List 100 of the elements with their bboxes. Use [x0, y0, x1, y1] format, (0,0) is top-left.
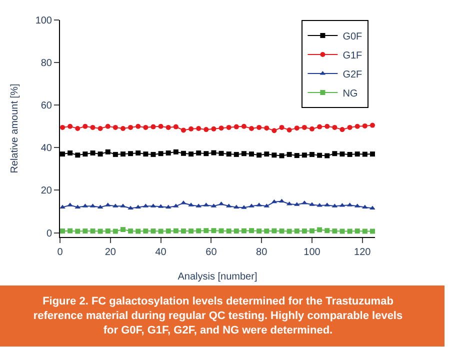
point: [302, 124, 307, 130]
point: [112, 124, 118, 130]
point: [180, 228, 186, 234]
point: [211, 150, 216, 156]
point: [90, 228, 96, 234]
point: [105, 149, 110, 154]
point: [226, 228, 232, 234]
point: [60, 124, 66, 130]
point: [211, 126, 216, 132]
point: [332, 228, 338, 234]
point: [294, 228, 300, 234]
point: [128, 206, 134, 210]
point: [226, 124, 232, 130]
legend-label: NG: [342, 88, 358, 100]
point: [196, 228, 202, 234]
y-axis-title: Relative amount [%]: [9, 84, 20, 174]
point: [249, 228, 254, 234]
point: [112, 228, 118, 234]
point: [112, 152, 118, 157]
point: [347, 228, 352, 234]
point: [60, 152, 66, 157]
point: [180, 150, 186, 156]
x-tick-label: 100: [304, 247, 321, 258]
point: [256, 152, 262, 158]
point: [196, 126, 202, 131]
point: [136, 150, 141, 156]
point: [302, 228, 307, 234]
point: [82, 152, 88, 157]
point: [279, 124, 284, 130]
point: [264, 152, 270, 157]
y-tick-label: 80: [40, 58, 52, 70]
legend-label: G0F: [342, 31, 362, 42]
point: [302, 152, 307, 158]
point: [286, 228, 292, 234]
point: [173, 149, 178, 154]
point: [98, 152, 103, 157]
point: [68, 150, 73, 156]
x-tick-label: 20: [104, 247, 116, 258]
point: [279, 153, 284, 158]
point: [340, 228, 345, 234]
point: [166, 228, 171, 234]
point: [75, 228, 80, 234]
x-tick-label: 40: [155, 247, 167, 258]
point: [204, 228, 209, 234]
point: [310, 126, 314, 132]
point: [150, 124, 156, 130]
point: [241, 151, 246, 156]
point: [340, 152, 345, 157]
point: [370, 122, 375, 128]
point: [310, 228, 314, 234]
point: [166, 124, 171, 130]
point: [204, 151, 209, 156]
point: [294, 126, 300, 131]
point: [82, 228, 88, 234]
point: [218, 126, 224, 131]
x-tick-label: 60: [206, 247, 218, 258]
y-tick-label: 20: [40, 186, 52, 197]
point: [249, 126, 254, 131]
point: [158, 228, 164, 234]
point: [286, 127, 292, 132]
point: [324, 228, 330, 234]
point: [128, 151, 134, 156]
y-tick-label: 40: [40, 143, 52, 154]
point: [105, 228, 110, 234]
point: [120, 126, 126, 131]
point: [158, 151, 164, 156]
point: [332, 151, 338, 156]
point: [340, 127, 345, 132]
point: [211, 228, 216, 234]
point: [347, 152, 352, 157]
x-tick-label: 120: [354, 247, 372, 258]
x-tick-label: 80: [256, 247, 268, 258]
point: [188, 152, 194, 157]
y-tick-label: 100: [35, 16, 52, 26]
point: [324, 153, 330, 158]
point: [60, 228, 66, 234]
point: [143, 124, 148, 130]
point: [120, 227, 126, 232]
point: [136, 124, 141, 129]
point: [60, 204, 66, 208]
point: [143, 152, 148, 157]
point: [324, 124, 330, 129]
legend-label: G2F: [342, 69, 362, 80]
point: [234, 124, 239, 130]
point: [173, 228, 178, 234]
point: [370, 228, 375, 234]
point: [370, 152, 375, 157]
point: [166, 150, 171, 156]
point: [272, 228, 277, 234]
point: [120, 152, 126, 157]
point: [234, 228, 239, 234]
point: [354, 228, 360, 234]
point: [90, 124, 96, 130]
point: [68, 124, 73, 129]
point: [128, 228, 134, 234]
point: [68, 228, 73, 234]
point: [264, 126, 270, 131]
point: [317, 227, 322, 232]
point: [256, 124, 262, 130]
point: [226, 152, 232, 157]
